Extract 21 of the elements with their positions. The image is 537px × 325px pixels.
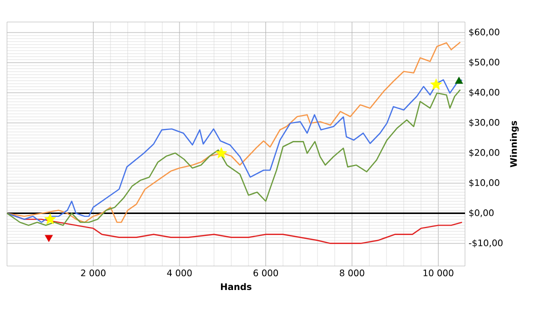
y-tick-label: -$10,00 [468,239,503,248]
y-tick-label: $40,00 [469,88,500,97]
y-axis-title: Winnings [510,120,519,168]
point [44,213,56,224]
point [216,147,228,158]
y-tick-label: $30,00 [469,118,500,127]
y-tick-label: $0,00 [469,209,494,218]
point [454,76,463,84]
x-axis-title: Hands [220,283,252,290]
y-tick-label: $50,00 [469,58,500,67]
x-tick-label: 2 000 [81,270,106,276]
y-tick-label: $60,00 [469,28,500,37]
line-series [6,42,461,223]
x-tick-label: 6 000 [254,270,278,276]
x-tick-label: 8 000 [340,270,364,276]
y-tick-label: $20,00 [469,148,500,158]
point [44,234,53,242]
y-tick-label: $10,00 [469,179,500,188]
point [430,78,442,90]
x-tick-label: 4 000 [167,270,192,276]
x-tick-label: 10 000 [424,270,454,276]
